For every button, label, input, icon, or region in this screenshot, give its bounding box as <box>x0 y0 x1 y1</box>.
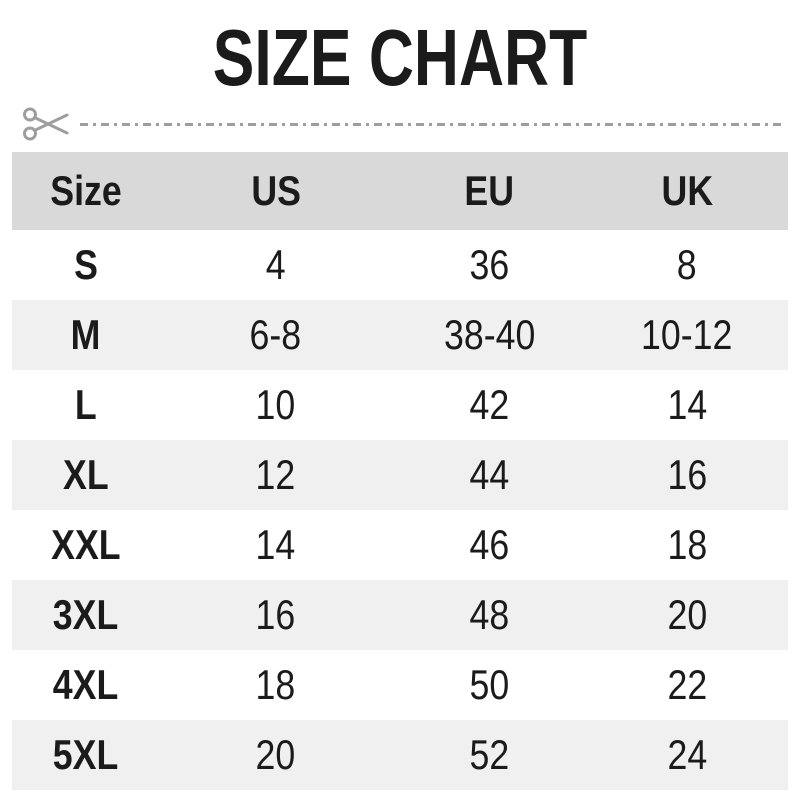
size-value: 52 <box>469 731 510 778</box>
header-uk: UK <box>586 152 788 230</box>
header-size-label: Size <box>49 167 122 214</box>
value-cell: 50 <box>392 650 586 720</box>
value-cell: 42 <box>392 370 586 440</box>
size-cell: 4XL <box>12 650 159 720</box>
size-value: 18 <box>255 661 296 708</box>
size-cell: M <box>12 300 159 370</box>
value-cell: 16 <box>586 440 788 510</box>
dashed-divider <box>80 122 786 126</box>
table-row: XL 12 44 16 <box>12 440 788 510</box>
value-cell: 18 <box>159 650 392 720</box>
table-row: 3XL 16 48 20 <box>12 580 788 650</box>
size-value: 18 <box>667 521 707 568</box>
size-label: 3XL <box>52 591 119 638</box>
size-value: 46 <box>469 521 510 568</box>
size-value: 42 <box>469 381 510 428</box>
size-label: S <box>73 241 98 288</box>
size-value: 16 <box>255 591 296 638</box>
size-value: 22 <box>667 661 707 708</box>
table-row: M 6-8 38-40 10-12 <box>12 300 788 370</box>
table-body: S 4 36 8 M 6-8 38-40 10-12 L 10 42 14 XL 12 44 16 XXL 14 4… <box>12 230 788 790</box>
header-eu-label: EU <box>464 167 515 214</box>
size-value: 10 <box>255 381 296 428</box>
value-cell: 6-8 <box>159 300 392 370</box>
value-cell: 38-40 <box>392 300 586 370</box>
value-cell: 8 <box>586 230 788 300</box>
table-row: L 10 42 14 <box>12 370 788 440</box>
size-value: 48 <box>469 591 510 638</box>
value-cell: 4 <box>159 230 392 300</box>
value-cell: 20 <box>159 720 392 790</box>
size-label: L <box>74 381 97 428</box>
size-cell: 5XL <box>12 720 159 790</box>
value-cell: 46 <box>392 510 586 580</box>
table-row: 4XL 18 50 22 <box>12 650 788 720</box>
size-value: 24 <box>667 731 707 778</box>
size-value: 16 <box>667 451 707 498</box>
size-label: XXL <box>51 521 121 568</box>
cut-line <box>22 104 786 144</box>
value-cell: 14 <box>586 370 788 440</box>
size-label: 5XL <box>52 731 119 778</box>
value-cell: 10-12 <box>586 300 788 370</box>
table-row: XXL 14 46 18 <box>12 510 788 580</box>
value-cell: 48 <box>392 580 586 650</box>
header-us: US <box>159 152 393 230</box>
size-value: 44 <box>469 451 510 498</box>
value-cell: 16 <box>159 580 392 650</box>
size-value: 20 <box>255 731 296 778</box>
size-cell: XXL <box>12 510 159 580</box>
size-cell: XL <box>12 440 159 510</box>
size-cell: L <box>12 370 159 440</box>
size-cell: S <box>12 230 159 300</box>
page-title: SIZE CHART <box>212 13 588 102</box>
size-label: 4XL <box>52 661 119 708</box>
value-cell: 44 <box>392 440 586 510</box>
scissors-icon <box>23 107 69 141</box>
size-value: 10-12 <box>641 311 733 358</box>
value-cell: 14 <box>159 510 392 580</box>
table-row: 5XL 20 52 24 <box>12 720 788 790</box>
size-value: 6-8 <box>250 311 302 358</box>
value-cell: 18 <box>586 510 788 580</box>
size-value: 36 <box>469 241 510 288</box>
value-cell: 36 <box>392 230 586 300</box>
size-label: M <box>70 311 101 358</box>
header-us-label: US <box>251 167 301 214</box>
header-size: Size <box>12 152 160 230</box>
size-cell: 3XL <box>12 580 159 650</box>
value-cell: 52 <box>392 720 586 790</box>
size-value: 12 <box>255 451 296 498</box>
size-value: 38-40 <box>443 311 535 358</box>
value-cell: 20 <box>586 580 788 650</box>
size-chart-table: Size US EU UK S 4 36 8 M 6-8 38-40 10-12 L 10 42 14… <box>12 152 788 790</box>
value-cell: 24 <box>586 720 788 790</box>
header-uk-label: UK <box>661 167 713 214</box>
size-value: 4 <box>265 241 286 288</box>
size-value: 8 <box>677 241 698 288</box>
value-cell: 22 <box>586 650 788 720</box>
size-value: 20 <box>667 591 707 638</box>
header-eu: EU <box>392 152 587 230</box>
table-header-row: Size US EU UK <box>12 152 788 230</box>
size-value: 14 <box>667 381 707 428</box>
value-cell: 12 <box>159 440 392 510</box>
table-row: S 4 36 8 <box>12 230 788 300</box>
size-value: 14 <box>255 521 296 568</box>
value-cell: 10 <box>159 370 392 440</box>
size-value: 50 <box>469 661 510 708</box>
size-label: XL <box>62 451 109 498</box>
